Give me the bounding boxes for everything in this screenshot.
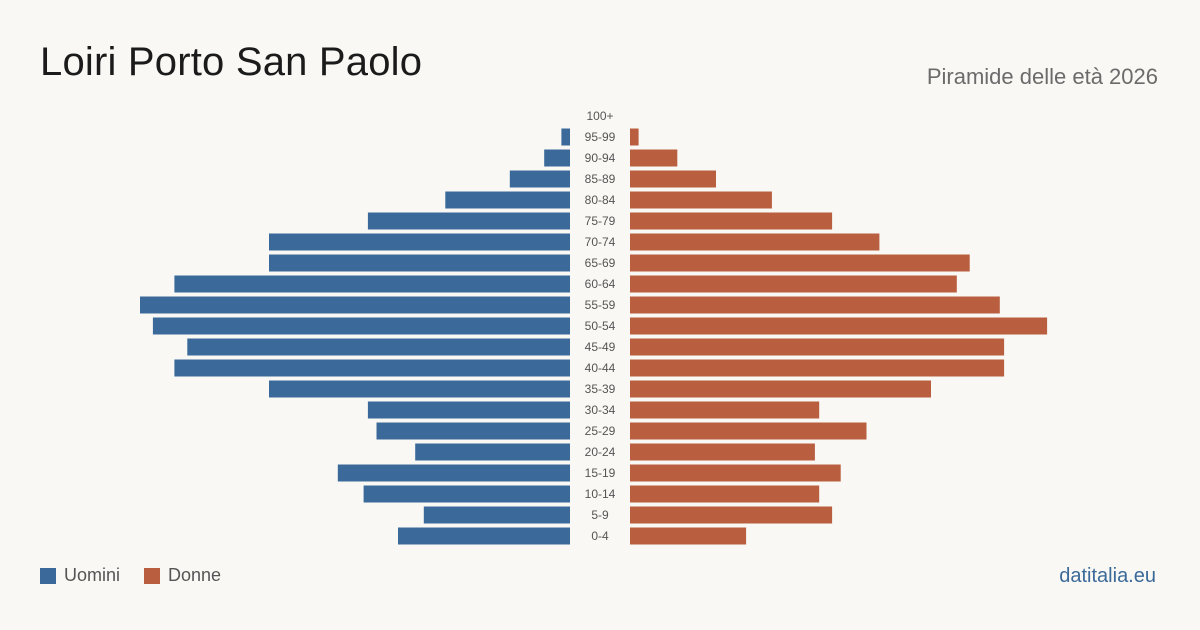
age-label-85-89: 85-89	[585, 172, 616, 186]
age-label-40-44: 40-44	[585, 361, 616, 375]
bar-women-80-84	[630, 191, 772, 209]
legend-swatch-women	[144, 567, 161, 584]
bar-women-90-94	[630, 149, 678, 167]
bar-men-35-39	[269, 380, 570, 398]
legend: Uomini Donne	[40, 565, 245, 586]
age-label-55-59: 55-59	[585, 298, 616, 312]
bar-men-25-29	[376, 422, 570, 440]
bar-men-85-89	[509, 170, 570, 188]
bar-men-80-84	[445, 191, 570, 209]
age-label-45-49: 45-49	[585, 340, 616, 354]
age-label-90-94: 90-94	[585, 151, 616, 165]
bar-women-50-54	[630, 317, 1048, 335]
bar-men-45-49	[187, 338, 571, 356]
age-label-80-84: 80-84	[585, 193, 616, 207]
age-label-95-99: 95-99	[585, 130, 616, 144]
bar-women-35-39	[630, 380, 931, 398]
bar-women-65-69	[630, 254, 970, 272]
bar-men-55-59	[140, 296, 570, 314]
bar-men-5-9	[423, 506, 570, 524]
bar-women-40-44	[630, 359, 1005, 377]
bar-men-10-14	[363, 485, 570, 503]
legend-item-men: Uomini	[40, 565, 120, 586]
bar-men-30-34	[367, 401, 570, 419]
bar-men-65-69	[269, 254, 570, 272]
age-label-5-9: 5-9	[591, 508, 609, 522]
bar-men-60-64	[174, 275, 570, 293]
age-label-15-19: 15-19	[585, 466, 616, 480]
bar-women-25-29	[630, 422, 867, 440]
age-label-50-54: 50-54	[585, 319, 616, 333]
age-label-100+: 100+	[586, 109, 613, 123]
age-label-0-4: 0-4	[591, 529, 609, 543]
bar-men-15-19	[337, 464, 570, 482]
legend-label-men: Uomini	[64, 565, 121, 585]
chart-subtitle: Piramide delle età 2026	[926, 64, 1158, 89]
legend-swatch-men	[40, 567, 56, 584]
bar-women-95-99	[630, 128, 639, 146]
age-label-20-24: 20-24	[585, 445, 616, 459]
bar-men-50-54	[152, 317, 570, 335]
bar-women-45-49	[630, 338, 1005, 356]
age-label-75-79: 75-79	[585, 214, 616, 228]
bar-women-60-64	[630, 275, 957, 293]
bar-women-5-9	[630, 506, 833, 524]
source-link[interactable]: datitalia.eu	[1059, 565, 1156, 587]
bar-men-75-79	[367, 212, 570, 230]
bar-men-20-24	[415, 443, 570, 461]
age-label-10-14: 10-14	[585, 487, 616, 501]
bar-women-55-59	[630, 296, 1000, 314]
bar-women-15-19	[630, 464, 841, 482]
age-label-25-29: 25-29	[585, 424, 616, 438]
age-label-35-39: 35-39	[585, 382, 616, 396]
bar-women-75-79	[630, 212, 833, 230]
bar-women-10-14	[630, 485, 820, 503]
age-label-70-74: 70-74	[585, 235, 616, 249]
bar-men-40-44	[174, 359, 570, 377]
legend-label-women: Donne	[168, 565, 222, 585]
age-label-65-69: 65-69	[585, 256, 616, 270]
bar-women-20-24	[630, 443, 815, 461]
bar-men-95-99	[561, 128, 570, 146]
bar-men-70-74	[269, 233, 570, 251]
chart-title: Loiri Porto San Paolo	[40, 40, 423, 84]
bar-men-0-4	[398, 527, 570, 545]
bar-women-30-34	[630, 401, 820, 419]
age-label-30-34: 30-34	[585, 403, 616, 417]
bar-women-85-89	[630, 170, 716, 188]
age-label-60-64: 60-64	[585, 277, 616, 291]
legend-item-women: Donne	[144, 565, 221, 586]
bar-men-90-94	[544, 149, 570, 167]
bar-women-0-4	[630, 527, 747, 545]
bar-women-70-74	[630, 233, 880, 251]
